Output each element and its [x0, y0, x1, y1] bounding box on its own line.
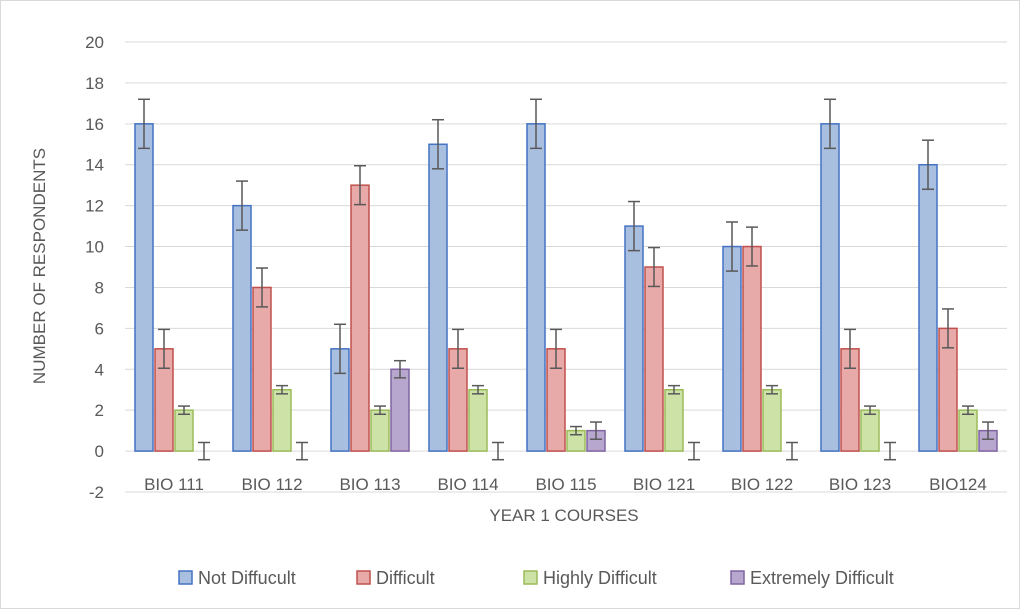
bar [232, 204, 252, 452]
legend-label: Difficult [376, 568, 435, 588]
error-bar [296, 441, 308, 461]
error-bar [864, 405, 876, 416]
y-tick-label: 16 [85, 115, 104, 134]
y-tick-label: 8 [95, 278, 104, 297]
x-axis-ticks: BIO 111 BIO 112 BIO 113 BIO 114 BIO 115 BIO 1… [144, 475, 987, 494]
y-tick-label: 0 [95, 442, 104, 461]
x-tick-label: BIO 114 [437, 475, 498, 494]
error-bar [746, 226, 758, 267]
bar [958, 409, 978, 452]
x-tick-label: BIO 121 [633, 475, 695, 494]
x-tick-label: BIO 115 [535, 475, 596, 494]
legend-label: Highly Difficult [543, 568, 657, 588]
error-bar [786, 441, 798, 461]
legend-item: Not Diffucult [178, 568, 296, 588]
bar [644, 266, 664, 452]
y-tick-label: 12 [85, 197, 104, 216]
error-bar [726, 221, 738, 272]
error-bar [472, 384, 484, 395]
error-bar [138, 98, 150, 150]
error-bar [550, 328, 562, 369]
error-bar [178, 405, 190, 416]
bar [762, 388, 782, 452]
error-bar [432, 118, 444, 170]
error-bar [590, 421, 602, 440]
y-tick-label: 4 [95, 360, 104, 379]
y-tick-label: 6 [95, 319, 104, 338]
error-bar [982, 421, 994, 440]
error-bar [824, 98, 836, 150]
y-axis-title: NUMBER OF RESPONDENTS [30, 148, 49, 384]
legend: Not Diffucult Difficult Highly Difficult Ex… [178, 568, 894, 588]
bar [174, 409, 194, 452]
error-bar [648, 246, 660, 288]
bar [860, 409, 880, 452]
error-bar [158, 328, 170, 369]
x-axis-title: YEAR 1 COURSES [489, 506, 638, 525]
x-tick-label: BIO 113 [339, 475, 400, 494]
bar [624, 225, 644, 452]
error-bar [884, 441, 896, 461]
legend-item: Difficult [356, 568, 435, 588]
error-bar [962, 405, 974, 416]
legend-label: Not Diffucult [198, 568, 296, 588]
y-tick-label: 18 [85, 74, 104, 93]
error-bars [138, 98, 994, 461]
bar [390, 368, 410, 452]
error-bar [668, 384, 680, 395]
error-bar [236, 180, 248, 231]
y-tick-label: 10 [85, 238, 104, 257]
error-bar [844, 328, 856, 369]
error-bar [452, 328, 464, 369]
x-tick-label: BIO 112 [241, 475, 302, 494]
y-tick-label: 20 [85, 33, 104, 52]
error-bar [766, 384, 778, 395]
error-bar [354, 165, 366, 206]
error-bar [628, 200, 640, 252]
bar [820, 123, 840, 452]
bar [350, 184, 370, 452]
bar [742, 245, 762, 452]
y-axis-ticks: -2 0 2 4 6 8 10 12 14 16 18 20 [85, 33, 104, 502]
bar [468, 388, 488, 452]
bar [722, 245, 742, 452]
error-bar [394, 359, 406, 379]
y-tick-label: 2 [95, 401, 104, 420]
legend-label: Extremely Difficult [750, 568, 894, 588]
legend-swatch [178, 570, 193, 585]
bar [664, 388, 684, 452]
bar [918, 163, 938, 452]
error-bar [942, 308, 954, 349]
error-bar [688, 441, 700, 461]
error-bar [530, 98, 542, 150]
legend-item: Highly Difficult [523, 568, 657, 588]
error-bar [922, 139, 934, 191]
bar [272, 388, 292, 452]
bar [526, 123, 546, 452]
error-bar [374, 405, 386, 416]
x-tick-label: BIO 123 [829, 475, 891, 494]
y-tick-label: 14 [85, 156, 104, 175]
bar [252, 286, 272, 452]
y-tick-label: -2 [89, 483, 104, 502]
error-bar [276, 384, 288, 395]
error-bar [198, 441, 210, 461]
gridlines [125, 41, 1007, 493]
legend-item: Extremely Difficult [730, 568, 894, 588]
bar [370, 409, 390, 452]
legend-swatch [730, 570, 745, 585]
error-bar [256, 267, 268, 308]
x-tick-label: BIO 122 [731, 475, 793, 494]
x-tick-label: BIO 111 [144, 475, 204, 494]
x-tick-label: BIO124 [929, 475, 987, 494]
error-bar [492, 441, 504, 461]
error-bar [334, 323, 346, 375]
legend-swatch [523, 570, 538, 585]
bar [428, 143, 448, 452]
error-bar [570, 425, 582, 436]
bar [134, 123, 154, 452]
legend-swatch [356, 570, 371, 585]
